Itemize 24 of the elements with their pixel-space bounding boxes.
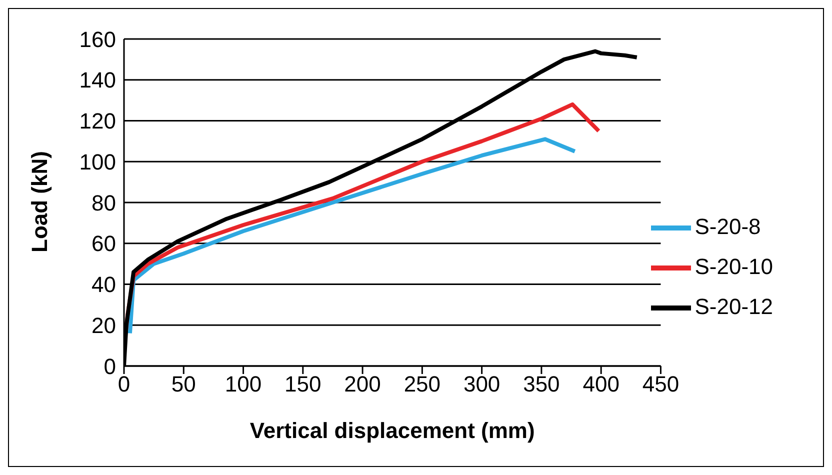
x-tick-label: 350 (523, 372, 560, 397)
x-tick-label: 50 (171, 372, 196, 397)
y-tick-label: 60 (92, 231, 116, 256)
y-tick-label: 20 (92, 312, 116, 338)
y-tick-label: 40 (92, 272, 116, 298)
x-tick-label: 400 (582, 372, 620, 397)
x-tick-label: 150 (284, 372, 322, 397)
x-axis-title: Vertical displacement (mm) (250, 418, 535, 443)
y-tick-label: 100 (79, 149, 116, 174)
x-tick-label: 250 (404, 372, 441, 397)
y-tick-label: 140 (79, 68, 116, 93)
y-tick-label: 160 (79, 26, 116, 52)
y-tick-label: 120 (79, 108, 116, 134)
legend-label: S-20-8 (694, 213, 761, 238)
x-tick-label: 300 (463, 372, 500, 397)
y-tick-label: 0 (104, 354, 116, 379)
x-tick-label: 100 (224, 372, 262, 397)
x-tick-label: 450 (642, 372, 680, 397)
legend-label: S-20-10 (694, 253, 773, 278)
y-tick-label: 80 (92, 190, 116, 216)
legend-label: S-20-12 (694, 293, 773, 318)
x-tick-label: 200 (344, 372, 381, 397)
line-series (128, 137, 577, 336)
y-axis-title: Load (kN) (26, 151, 52, 252)
